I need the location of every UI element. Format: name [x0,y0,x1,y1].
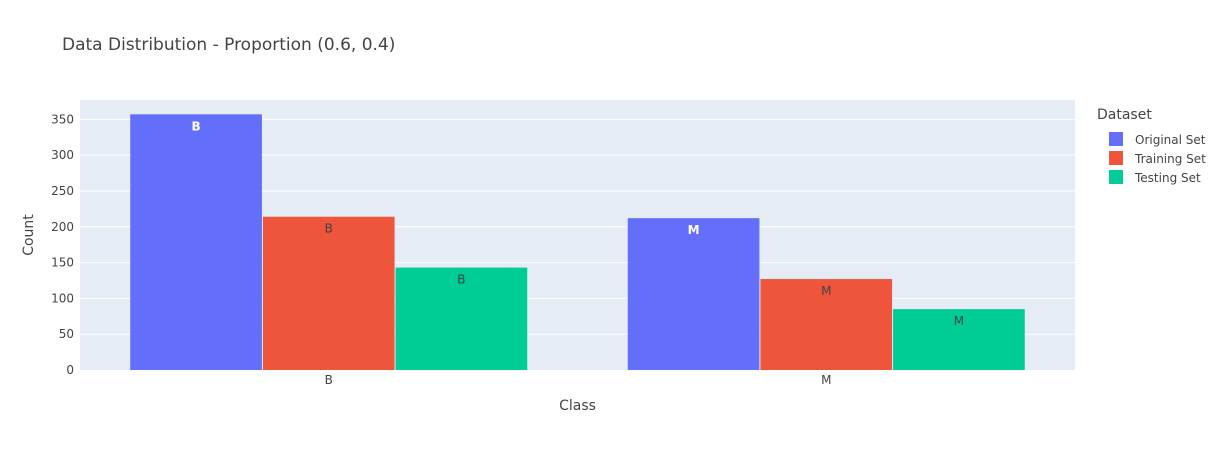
y-tick-label: 350 [51,112,74,126]
y-tick-label: 200 [51,220,74,234]
bar-original-set-b[interactable] [130,114,262,370]
bar-labels-layer: B B B M M M [192,119,965,328]
legend-title: Dataset [1097,107,1152,123]
bar-data-label: M [688,223,700,237]
y-tick-label: 300 [51,148,74,162]
bar-data-label: B [457,273,465,287]
chart-title: Data Distribution - Proportion (0.6, 0.4… [62,35,395,55]
y-tick-label: 100 [51,291,74,305]
bar-data-label: M [954,314,964,328]
bar-data-label: B [325,222,333,236]
y-axis-title: Count [21,214,37,256]
bar-original-set-m[interactable] [627,218,760,370]
y-axis-ticks: 0 50 100 150 200 250 300 350 [51,112,74,377]
legend-item-training-set[interactable]: Training Set [1109,151,1206,166]
legend-item-original-set[interactable]: Original Set [1109,132,1206,147]
bars-layer [130,114,1025,370]
bar-training-set-m[interactable] [760,279,893,370]
bar-data-label: B [192,119,201,133]
y-tick-label: 250 [51,184,74,198]
legend-swatch [1109,132,1123,146]
legend-label: Testing Set [1134,171,1201,185]
x-axis-title: Class [559,398,596,414]
legend-label: Original Set [1135,133,1206,147]
y-tick-label: 0 [66,363,74,377]
x-tick-label: M [821,373,831,387]
legend-swatch [1109,151,1123,165]
legend[interactable]: Dataset Original Set Training Set Testing … [1097,107,1206,185]
y-tick-label: 150 [51,256,74,270]
bar-testing-set-b[interactable] [395,267,528,370]
x-tick-label: B [325,373,333,387]
legend-item-testing-set[interactable]: Testing Set [1109,170,1201,185]
bar-testing-set-m[interactable] [893,309,1025,370]
y-tick-label: 50 [59,327,74,341]
legend-label: Training Set [1134,152,1206,166]
bar-training-set-b[interactable] [262,216,395,370]
legend-swatch [1109,170,1123,184]
bar-data-label: M [821,284,831,298]
